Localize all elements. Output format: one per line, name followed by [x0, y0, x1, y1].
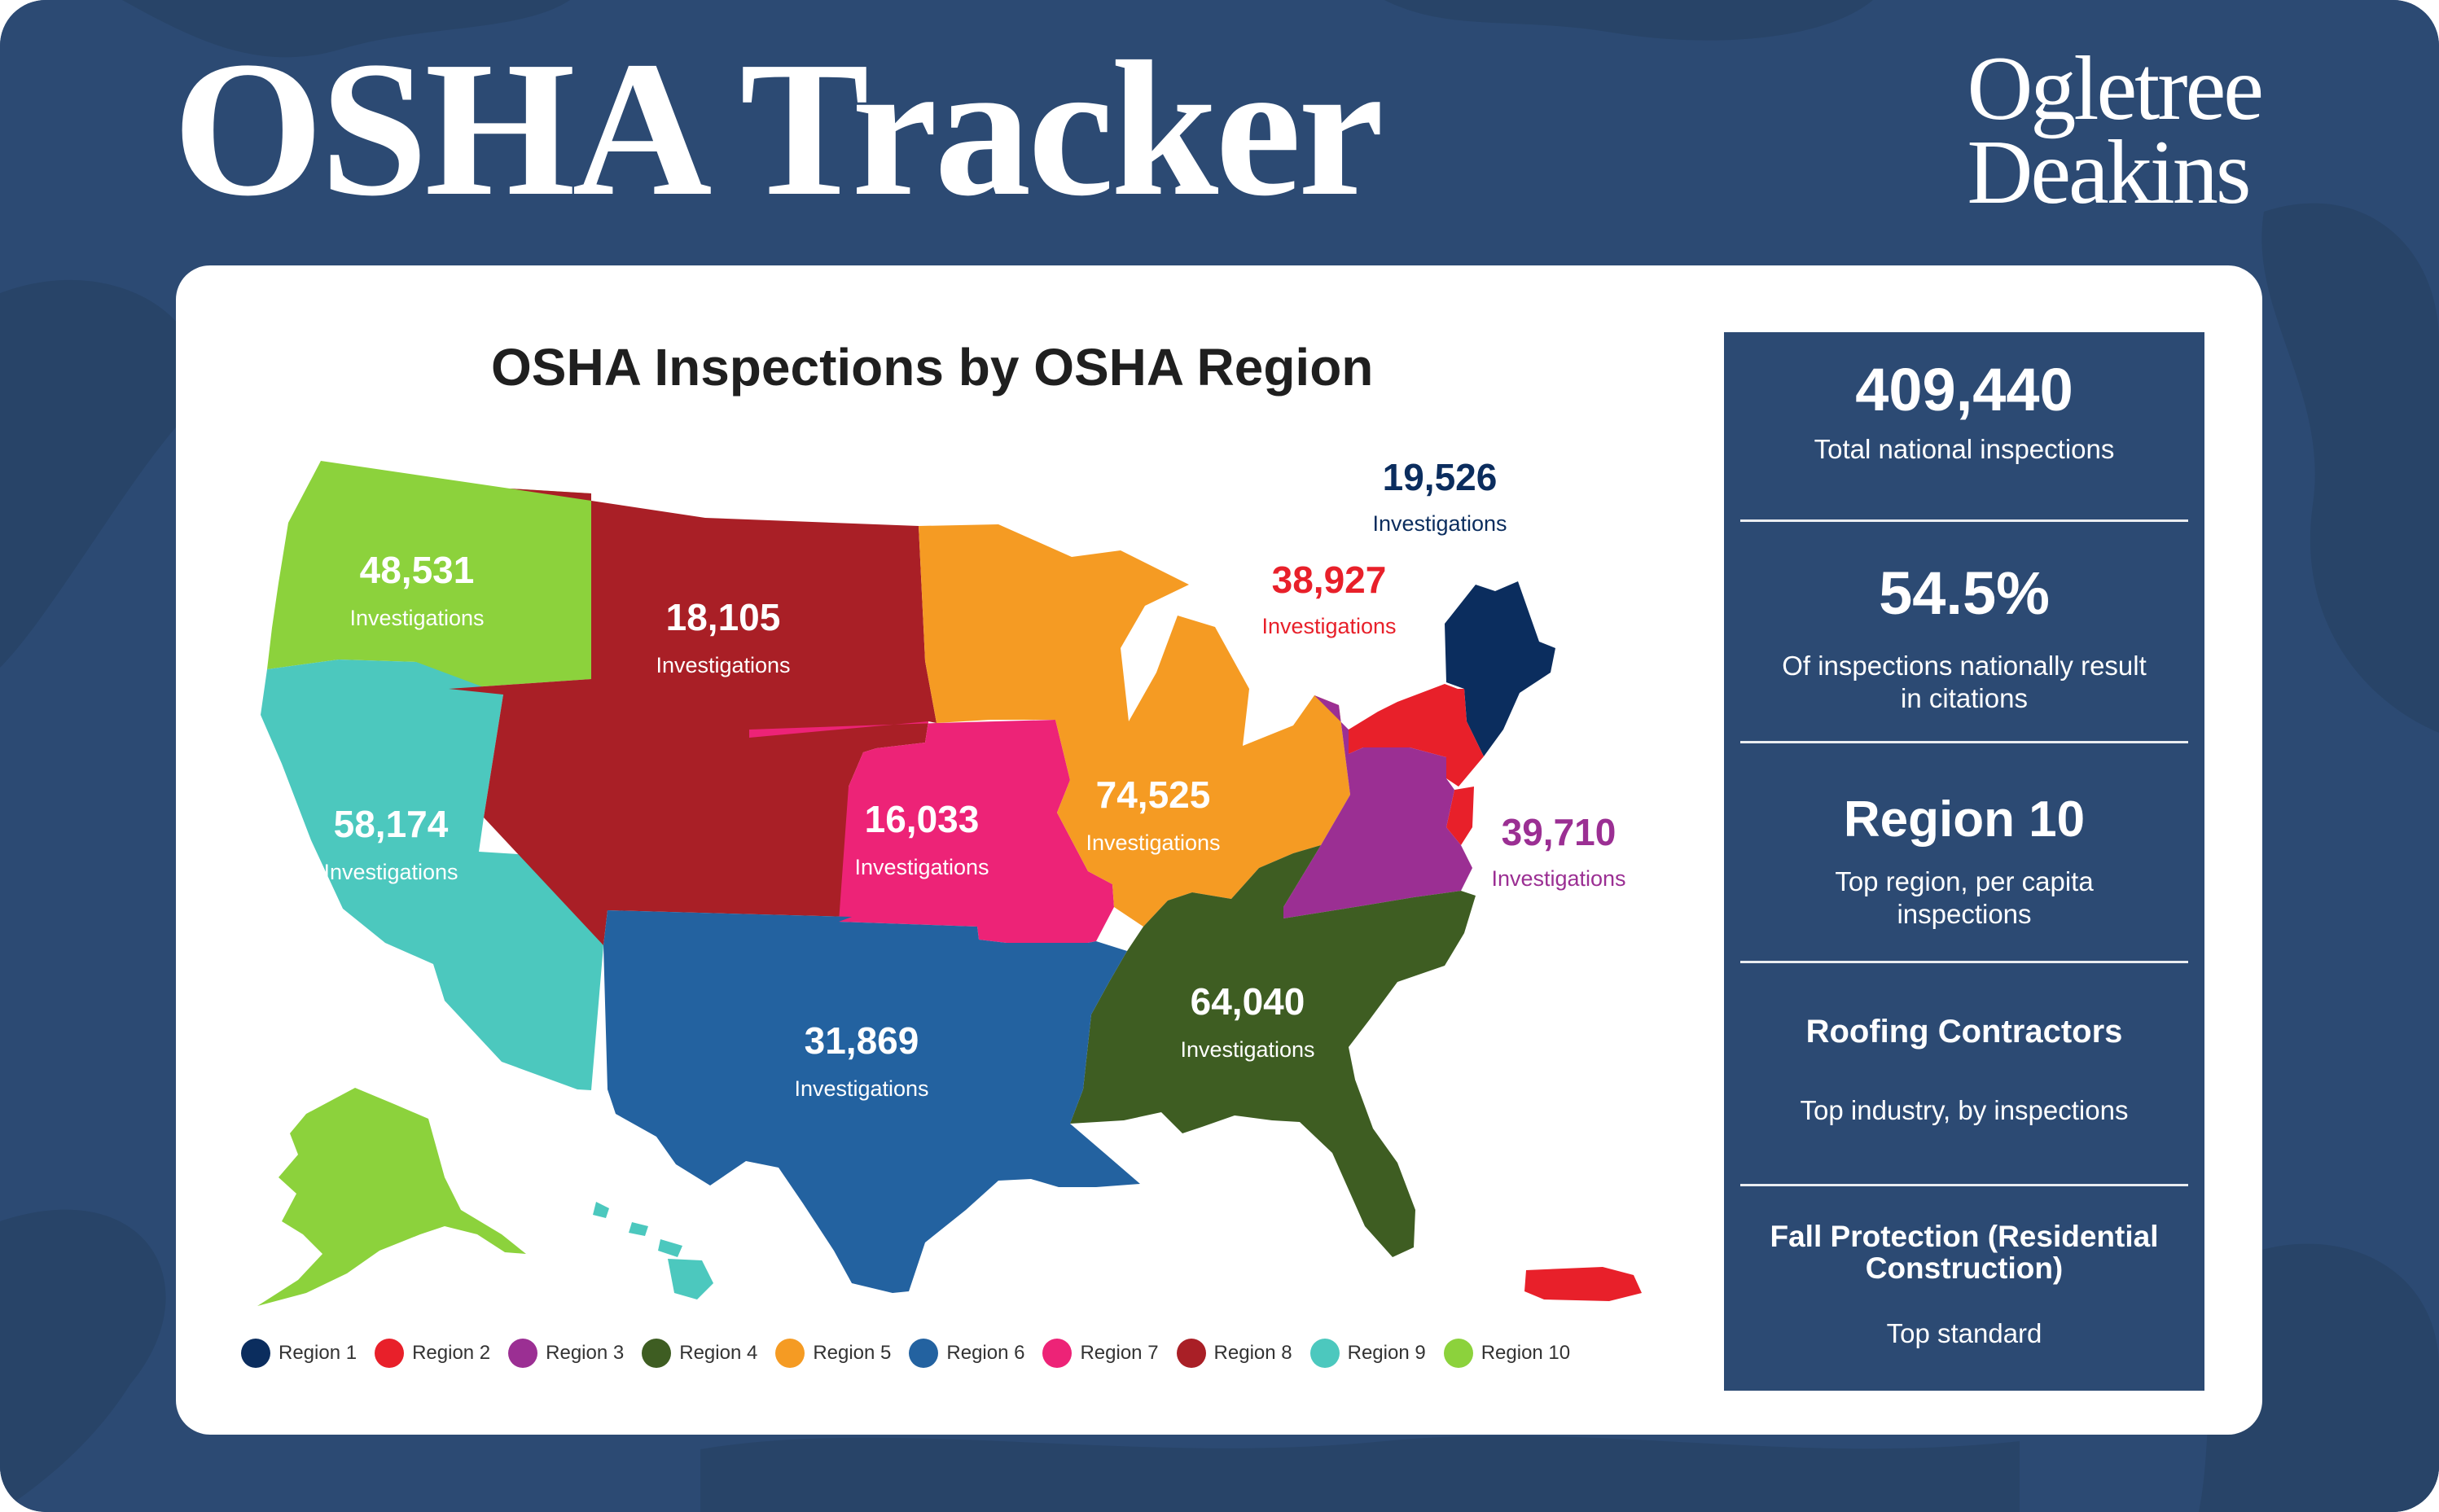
region-5-value: 74,525 — [1096, 774, 1211, 816]
legend-item-region-2: Region 2 — [375, 1339, 490, 1368]
legend-swatch — [1309, 1339, 1340, 1368]
stat-total-inspections-value: 409,440 — [1855, 356, 2073, 423]
stats-panel: 409,440 Total national inspections 54.5%… — [1724, 332, 2204, 1391]
region-4-value: 64,040 — [1191, 980, 1305, 1023]
legend-swatch — [508, 1339, 538, 1368]
logo-line-2: Deakins — [1967, 122, 2251, 224]
region-7-value: 16,033 — [865, 798, 980, 840]
legend-label: Region 1 — [279, 1342, 358, 1364]
legend-swatch — [241, 1339, 270, 1368]
region-2-shape — [1349, 684, 1484, 845]
stat-top-region-value: Region 10 — [1843, 791, 2086, 848]
stat-citation-rate-value: 54.5% — [1879, 559, 2050, 627]
us-regions-map — [257, 461, 1642, 1306]
region-3-unit: Investigations — [1491, 866, 1625, 891]
legend-item-region-10: Region 10 — [1443, 1339, 1571, 1368]
legend-swatch — [775, 1339, 805, 1368]
region-8-shape — [449, 489, 937, 945]
legend-item-region-4: Region 4 — [642, 1339, 757, 1368]
legend-item-region-8: Region 8 — [1176, 1339, 1292, 1368]
map-labels: 48,531 Investigations 18,105 Investigati… — [323, 456, 1625, 1101]
legend-label: Region 3 — [546, 1342, 625, 1364]
stat-divider — [1740, 741, 2188, 743]
region-6-value: 31,869 — [805, 1019, 919, 1062]
region-9-value: 58,174 — [334, 803, 449, 845]
region-9-shape — [261, 660, 608, 1090]
legend-swatch — [1042, 1339, 1073, 1368]
region-10-alaska-shape — [257, 1088, 526, 1306]
legend-label: Region 9 — [1347, 1342, 1426, 1364]
stat-top-standard-label: Top standard — [1886, 1317, 2042, 1348]
region-7-unit: Investigations — [854, 855, 989, 879]
region-4-shape — [1070, 845, 1476, 1257]
region-9-hawaii-shape — [593, 1202, 713, 1299]
stat-citation-rate: 54.5% Of inspections nationally result i… — [1740, 562, 2188, 715]
region-3-value: 39,710 — [1502, 811, 1616, 853]
region-5-shape — [919, 524, 1350, 927]
content-card: OSHA Inspections by OSHA Region — [176, 265, 2262, 1435]
ogletree-deakins-logo: Ogletree Deakins — [1967, 38, 2264, 224]
legend-item-region-6: Region 6 — [909, 1339, 1024, 1368]
region-10-unit: Investigations — [349, 606, 484, 630]
region-10-value: 48,531 — [360, 549, 475, 591]
region-3-shape — [1283, 695, 1472, 918]
stat-top-standard-value: Fall Protection (Residential Constructio… — [1770, 1220, 2159, 1285]
region-1-value: 19,526 — [1383, 456, 1498, 498]
logo-line-1: Ogletree — [1967, 38, 2264, 139]
stat-top-region: Region 10 Top region, per capita inspect… — [1740, 793, 2188, 931]
legend-item-region-7: Region 7 — [1042, 1339, 1159, 1368]
legend-swatch — [1176, 1339, 1206, 1368]
legend-label: Region 6 — [946, 1342, 1025, 1364]
legend-label: Region 2 — [412, 1342, 491, 1364]
region-10-shape — [267, 461, 591, 689]
region-8-unit: Investigations — [656, 653, 790, 677]
region-2-unit: Investigations — [1261, 614, 1396, 638]
region-4-unit: Investigations — [1180, 1037, 1314, 1062]
legend-label: Region 7 — [1080, 1342, 1159, 1364]
region-2-puerto-rico-shape — [1524, 1267, 1642, 1301]
legend-label: Region 5 — [813, 1342, 892, 1364]
stat-top-region-label: Top region, per capita inspections — [1835, 866, 2094, 930]
stat-divider — [1740, 1184, 2188, 1186]
legend-swatch — [909, 1339, 939, 1368]
region-8-value: 18,105 — [666, 596, 781, 638]
stat-top-industry: Roofing Contractors Top industry, by ins… — [1740, 1015, 2188, 1127]
legend-label: Region 10 — [1481, 1342, 1571, 1364]
region-6-unit: Investigations — [794, 1076, 928, 1101]
stat-divider — [1740, 961, 2188, 963]
stat-total-inspections-label: Total national inspections — [1814, 433, 2115, 464]
stat-divider — [1740, 519, 2188, 522]
legend-swatch — [375, 1339, 405, 1368]
legend-item-region-5: Region 5 — [775, 1339, 891, 1368]
region-2-value: 38,927 — [1272, 559, 1387, 601]
page-title: OSHA Tracker — [173, 22, 1384, 236]
legend-item-region-9: Region 9 — [1309, 1339, 1426, 1368]
region-6-shape — [603, 910, 1140, 1293]
stat-top-standard: Fall Protection (Residential Constructio… — [1740, 1221, 2188, 1350]
region-5-unit: Investigations — [1086, 831, 1220, 855]
stat-citation-rate-label: Of inspections nationally result in cita… — [1782, 650, 2147, 713]
legend-label: Region 4 — [679, 1342, 758, 1364]
legend-swatch — [1443, 1339, 1473, 1368]
region-7-shape — [749, 720, 1114, 943]
map-legend: Region 1 Region 2 Region 3 Region 4 Region 5… — [241, 1339, 1588, 1368]
region-1-unit: Investigations — [1372, 511, 1507, 536]
stat-top-industry-value: Roofing Contractors — [1805, 1014, 2123, 1050]
legend-swatch — [642, 1339, 672, 1368]
legend-item-region-3: Region 3 — [508, 1339, 624, 1368]
region-9-unit: Investigations — [323, 860, 458, 884]
stat-top-industry-label: Top industry, by inspections — [1800, 1095, 2129, 1125]
legend-item-region-1: Region 1 — [241, 1339, 357, 1368]
stat-total-inspections: 409,440 Total national inspections — [1740, 358, 2188, 466]
legend-label: Region 8 — [1213, 1342, 1292, 1364]
region-1-shape — [1445, 581, 1555, 756]
map-title: OSHA Inspections by OSHA Region — [491, 338, 1374, 397]
